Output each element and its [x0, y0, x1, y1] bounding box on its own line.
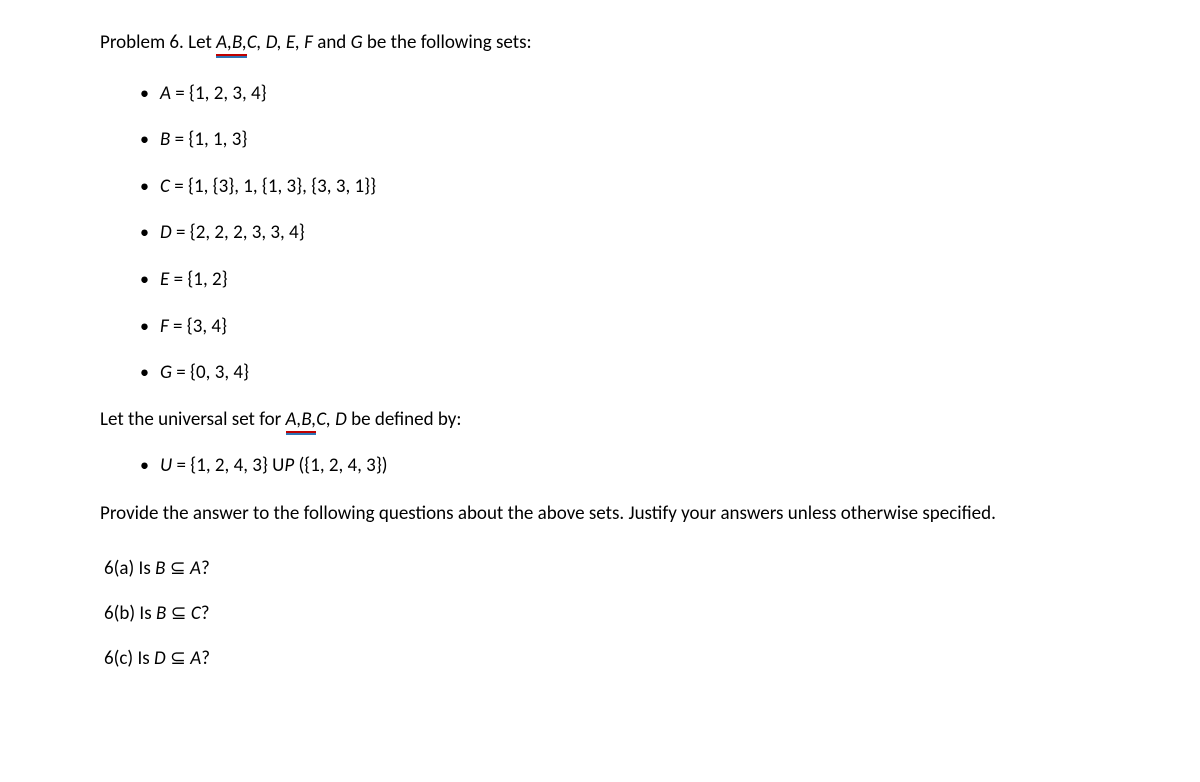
set-item: F = {3, 4}: [140, 314, 1100, 341]
set-item: B = {1, 1, 3}: [140, 127, 1100, 154]
intro-suffix: be the following sets:: [363, 31, 532, 54]
question-item: 6(c) Is D ⊆ A?: [104, 646, 1100, 673]
set-label: F: [160, 315, 169, 338]
question-rel: ⊆: [166, 602, 191, 625]
universal-prefix: Let the universal set for: [100, 408, 286, 431]
set-label: B: [160, 128, 170, 151]
question-num: 6(a): [104, 557, 134, 580]
set-value: = {1, 1, 3}: [170, 128, 247, 151]
set-value: = {1, {3}, 1, {1, 3}, {3, 3, 1}}: [170, 175, 376, 198]
set-value: = {2, 2, 2, 3, 3, 4}: [172, 221, 305, 244]
universal-rest-italic: C, D: [316, 408, 347, 431]
set-item: D = {2, 2, 2, 3, 3, 4}: [140, 220, 1100, 247]
instructions-text: Provide the answer to the following ques…: [100, 500, 1100, 529]
question-mark: ?: [201, 602, 210, 625]
universal-powerset: P: [284, 454, 294, 477]
question-text: Is: [134, 557, 155, 580]
set-item: E = {1, 2}: [140, 267, 1100, 294]
question-rel: ⊆: [166, 647, 191, 670]
intro-rest-italic: C, D, E, F: [247, 31, 313, 54]
set-label: D: [160, 221, 172, 244]
set-value: = {1, 2}: [169, 268, 227, 291]
set-value: = {3, 4}: [169, 315, 227, 338]
sets-list: A = {1, 2, 3, 4} B = {1, 1, 3} C = {1, {…: [140, 81, 1100, 387]
intro-and: and: [313, 31, 351, 54]
universal-item: U = {1, 2, 4, 3} UP ({1, 2, 4, 3}): [140, 453, 1100, 480]
universal-value-prefix: = {1, 2, 4, 3} U: [172, 454, 284, 477]
universal-spellcheck: A,B,: [286, 408, 317, 433]
question-item: 6(b) Is B ⊆ C?: [104, 601, 1100, 628]
set-item: C = {1, {3}, 1, {1, 3}, {3, 3, 1}}: [140, 174, 1100, 201]
set-value: = {0, 3, 4}: [172, 361, 249, 384]
universal-list: U = {1, 2, 4, 3} UP ({1, 2, 4, 3}): [140, 453, 1100, 480]
question-mark: ?: [201, 557, 210, 580]
question-right: A: [190, 647, 201, 670]
question-num: 6(c): [104, 647, 133, 670]
universal-value-suffix: ({1, 2, 4, 3}): [294, 454, 387, 477]
question-num: 6(b): [104, 602, 135, 625]
set-item: A = {1, 2, 3, 4}: [140, 81, 1100, 108]
question-text: Is: [135, 602, 156, 625]
question-left: B: [155, 557, 165, 580]
intro-spellcheck: A,B,: [216, 31, 247, 56]
question-text: Is: [133, 647, 154, 670]
question-right: A: [190, 557, 201, 580]
intro-prefix: Problem 6. Let: [100, 31, 216, 54]
question-right: C: [191, 602, 201, 625]
set-label: E: [160, 268, 169, 291]
set-label: C: [160, 175, 170, 198]
set-label: G: [160, 361, 172, 384]
problem-intro: Problem 6. Let A,B,C, D, E, F and G be t…: [100, 30, 1100, 57]
universal-suffix: be defined by:: [347, 408, 462, 431]
set-value: = {1, 2, 3, 4}: [171, 82, 267, 105]
set-label: A: [160, 82, 171, 105]
question-mark: ?: [201, 647, 210, 670]
question-left: B: [156, 602, 166, 625]
universal-intro: Let the universal set for A,B,C, D be de…: [100, 407, 1100, 434]
question-left: D: [154, 647, 166, 670]
question-rel: ⊆: [165, 557, 190, 580]
intro-g: G: [351, 31, 363, 54]
questions-block: 6(a) Is B ⊆ A? 6(b) Is B ⊆ C? 6(c) Is D …: [104, 556, 1100, 672]
set-item: G = {0, 3, 4}: [140, 360, 1100, 387]
universal-label: U: [160, 454, 172, 477]
question-item: 6(a) Is B ⊆ A?: [104, 556, 1100, 583]
